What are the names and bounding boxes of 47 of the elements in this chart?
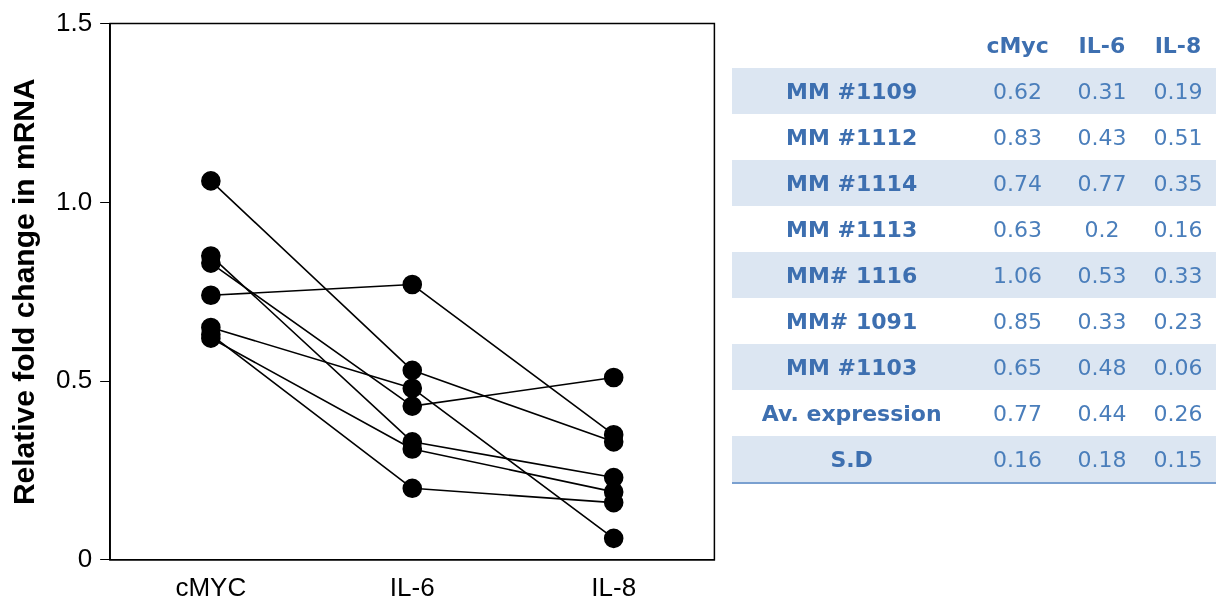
x-tick-label: cMYC [175, 571, 247, 602]
category-label: cMyc [985, 31, 1050, 60]
data-label: 0.15 [1139, 436, 1216, 483]
text: MM #1112 [785, 123, 919, 152]
y-tick-label: 0.5 [55, 364, 93, 395]
category-label: IL-6 [1077, 31, 1127, 60]
data-label: 0.43 [1076, 123, 1128, 152]
x-tick-label: IL-6 [389, 571, 435, 602]
data-label: 0.85 [992, 307, 1044, 336]
text: MM# 1116 [732, 252, 972, 298]
text: Av. expression [760, 399, 943, 428]
data-label: 0.44 [1076, 399, 1128, 428]
category-label: IL-8 [1153, 31, 1203, 60]
text: MM #1109 [732, 68, 972, 114]
data-label: 0.51 [1152, 123, 1204, 152]
data-label: 0.06 [1139, 344, 1216, 390]
data-label: 0.62 [971, 68, 1064, 114]
data-label: 0.33 [1139, 252, 1216, 298]
data-label: 0.16 [971, 436, 1064, 483]
y-axis-title: Relative fold change in mRNA [7, 78, 41, 506]
data-label: 0.33 [1076, 307, 1128, 336]
data-label: 0.65 [971, 344, 1064, 390]
data-label: 0.16 [1152, 215, 1204, 244]
data-label: 0.53 [1063, 252, 1140, 298]
text: MM #1114 [732, 160, 972, 206]
data-label: 0.2 [1083, 215, 1121, 244]
data-label: 0.19 [1139, 68, 1216, 114]
data-label: 0.63 [992, 215, 1044, 244]
text: MM #1113 [785, 215, 919, 244]
data-label: 1.06 [971, 252, 1064, 298]
text: MM# 1091 [785, 307, 919, 336]
text: MM #1103 [732, 344, 972, 390]
y-tick-label: 0 [77, 542, 93, 573]
data-label: 0.35 [1139, 160, 1216, 206]
y-tick-label: 1.5 [55, 6, 93, 37]
data-label: 0.23 [1152, 307, 1204, 336]
data-label: 0.48 [1063, 344, 1140, 390]
y-tick-label: 1.0 [55, 185, 93, 216]
text: S.D [732, 436, 972, 483]
data-label: 0.26 [1152, 399, 1204, 428]
data-label: 0.83 [992, 123, 1044, 152]
data-label: 0.77 [992, 399, 1044, 428]
data-label: 0.77 [1063, 160, 1140, 206]
data-label: 0.18 [1063, 436, 1140, 483]
x-tick-label: IL-8 [591, 571, 637, 602]
data-label: 0.74 [971, 160, 1064, 206]
data-label: 0.31 [1063, 68, 1140, 114]
